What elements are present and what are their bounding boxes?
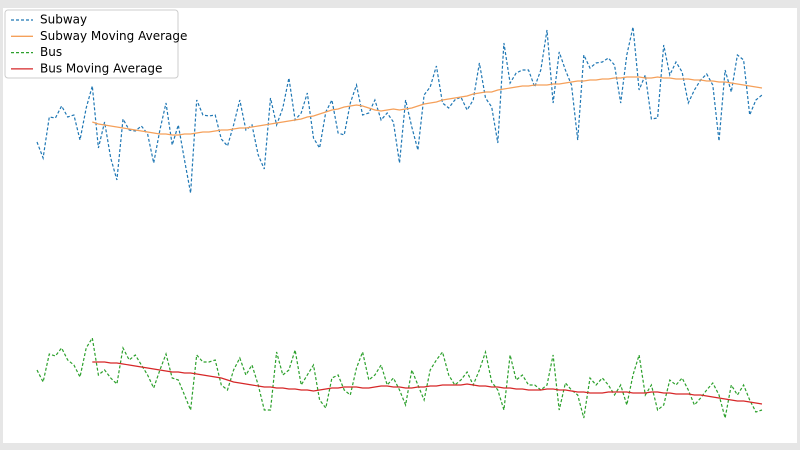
legend-label: Bus <box>40 45 62 59</box>
series-line <box>92 76 763 136</box>
series-line <box>36 26 763 194</box>
series-line <box>36 336 763 419</box>
legend-label: Subway Moving Average <box>40 29 187 43</box>
legend-label: Bus Moving Average <box>40 61 162 75</box>
legend-label: Subway <box>40 13 87 27</box>
plot-area <box>3 8 797 443</box>
legend-box <box>4 9 179 79</box>
series-line <box>92 361 763 405</box>
